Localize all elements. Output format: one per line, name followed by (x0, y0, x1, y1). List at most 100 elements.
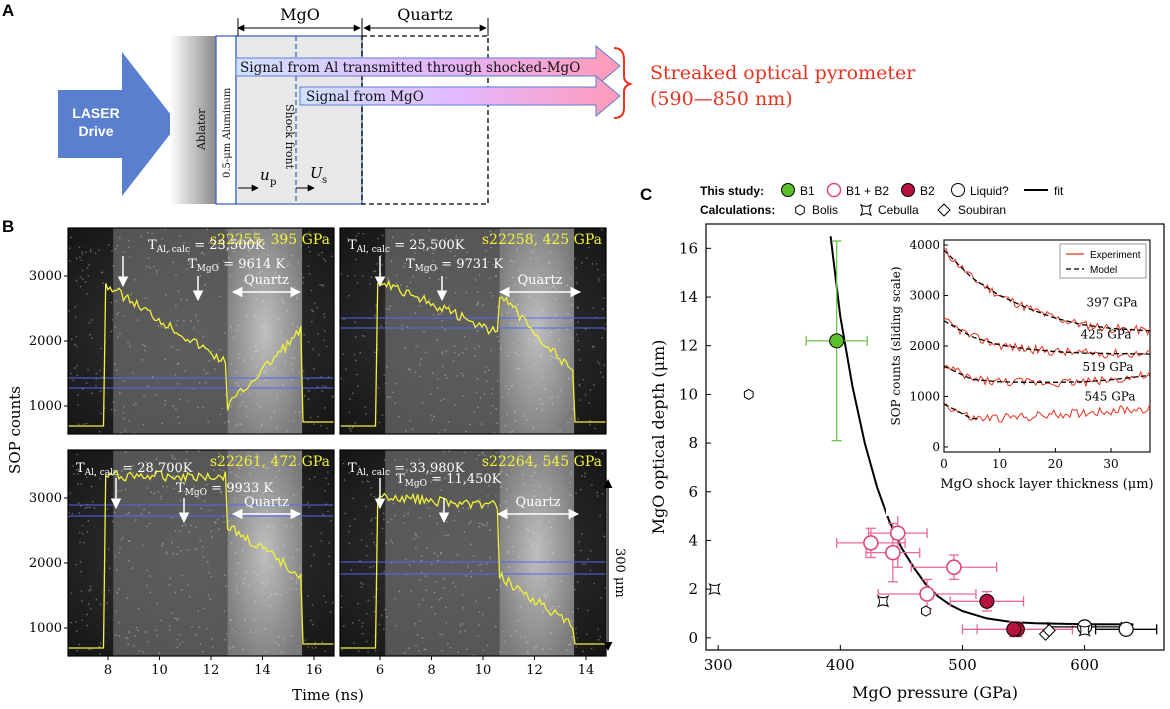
xtick-label: 14 (254, 663, 271, 678)
ytick-label: 16 (679, 239, 698, 257)
inset-experiment-curve (944, 248, 1151, 336)
signal-al-beam (235, 44, 621, 88)
xtick-label: 8 (104, 663, 112, 678)
inset-ytick: 0 (932, 440, 940, 454)
legend-b1b2: B1 + B2 (846, 184, 889, 198)
xtick-label: 300 (704, 656, 733, 674)
inset-model-curve (943, 249, 1151, 332)
legend-fit: fit (1054, 184, 1064, 198)
quartz-streak (499, 228, 575, 434)
legend-soubiran-marker (937, 203, 951, 217)
tal-label: TAl, calc = 28,700K (76, 461, 193, 478)
up-label: u (260, 166, 270, 184)
streak-panel-3: s22261, 472 GPa TAl, calc = 28,700K TMgO =… (29, 449, 335, 678)
ablator-label: Ablator (195, 108, 208, 151)
tmgo-label: TMgO = 9614 K (188, 257, 285, 274)
streak-noise (68, 228, 336, 435)
legend-cebulla-marker (859, 203, 873, 217)
legend-liquid-marker (951, 183, 965, 197)
inset-curve-label: 545 GPa (1085, 390, 1136, 404)
inset-xtick: 20 (1048, 457, 1063, 471)
quartz-streak (499, 450, 575, 656)
xtick-label: 600 (1070, 656, 1099, 674)
inset-ytick: 3000 (909, 289, 940, 303)
xtick-label: 12 (203, 663, 220, 678)
xtick-label: 500 (948, 656, 977, 674)
legend-soubiran: Soubiran (958, 203, 1006, 217)
xtick-label: 16 (306, 663, 323, 678)
inset-ytick: 1000 (909, 389, 940, 403)
b1b2-point (863, 535, 879, 551)
quartz-streak-label: Quartz (244, 273, 289, 288)
sop-lineout-trace (68, 283, 334, 427)
sop-bracket (613, 47, 634, 119)
legend-b2-marker (901, 183, 915, 197)
tal-label: TAl, calc = 25,500K (348, 238, 465, 255)
tmgo-label: TMgO = 9731 K (406, 257, 503, 274)
drive-label: Drive (78, 123, 113, 139)
xtick-label: 8 (427, 663, 435, 678)
liquid-point (1118, 621, 1134, 637)
mgo-label: MgO (280, 5, 320, 24)
xtick-label: 10 (151, 663, 168, 678)
xtick-label: 10 (475, 663, 492, 678)
laser-label: LASER (72, 105, 119, 121)
mgo-streak (113, 450, 228, 656)
bolis-point (743, 388, 754, 400)
cebulla-point (1078, 624, 1091, 637)
ytick-label: 3000 (29, 491, 62, 506)
inset-model-curve (943, 365, 1151, 383)
us-label: U (310, 164, 324, 182)
inset-model-curve (943, 403, 978, 420)
quartz-streak (227, 450, 303, 656)
ytick-label: 2 (688, 580, 698, 598)
tmgo-label: TMgO = 9933 K (176, 481, 273, 498)
cebulla-point (876, 595, 890, 608)
tmgo-label: TMgO = 11,450K (396, 472, 502, 489)
xtick-label: 400 (826, 656, 855, 674)
sop-lineout-trace (68, 470, 334, 649)
inset-experiment-curve (943, 316, 1151, 359)
ytick-label: 12 (679, 337, 698, 355)
inset-legend (1059, 243, 1147, 279)
laser-arrow-icon (58, 52, 178, 196)
inset-ytick: 4000 (909, 238, 940, 252)
signal-mgo-beam (299, 74, 621, 118)
panel-a: A LASER Drive Ablator 0.5-μm Aluminum Sh… (2, 1, 916, 205)
soubiran-point (1042, 623, 1056, 638)
ytick-label: 8 (688, 434, 698, 452)
inset-legend-exp: Experiment (1090, 250, 1141, 261)
sop-lineout-trace (340, 492, 606, 649)
tal-label: TAl, calc = 23,500K (148, 238, 265, 255)
shot-label: s22258, 425 GPa (482, 232, 602, 248)
quartz-label: Quartz (397, 5, 452, 24)
legend-b1-marker (781, 183, 795, 197)
signal-al-label: Signal from Al transmitted through shock… (240, 60, 580, 76)
sop-inset-chart: 0 1000 2000 3000 4000 0 10 20 30 MgO shock layer … (886, 232, 1162, 516)
mgo-streak (113, 228, 228, 434)
ytick-label: 1000 (29, 621, 62, 636)
legend-cebulla: Cebulla (878, 203, 919, 217)
shot-label: s22255, 395 GPa (210, 232, 330, 248)
inset-xtick: 0 (940, 457, 948, 471)
panel-c: C This study: B1 B1 + B2 B2 Liquid? fit … (640, 182, 1165, 702)
ytick-label: 0 (688, 629, 698, 647)
quartz-streak-label: Quartz (244, 495, 289, 510)
legend-bolis: Bolis (812, 203, 838, 217)
sop-title: Streaked optical pyrometer (650, 62, 916, 84)
ytick-label: 2000 (29, 334, 62, 349)
b2-point (979, 593, 995, 609)
legend1-title: This study: (700, 184, 764, 198)
inset-legend-model: Model (1090, 265, 1117, 276)
legend-b1: B1 (800, 184, 815, 198)
legend-liquid: Liquid? (970, 184, 1009, 198)
panel-b-ylabel: SOP counts (6, 386, 24, 474)
ytick-label: 1000 (29, 399, 62, 414)
x-axis-label: MgO pressure (GPa) (852, 683, 1018, 702)
inset-experiment-curve (943, 403, 1151, 423)
aluminum-label: 0.5-μm Aluminum (222, 87, 233, 178)
mgo-streak (385, 450, 500, 656)
